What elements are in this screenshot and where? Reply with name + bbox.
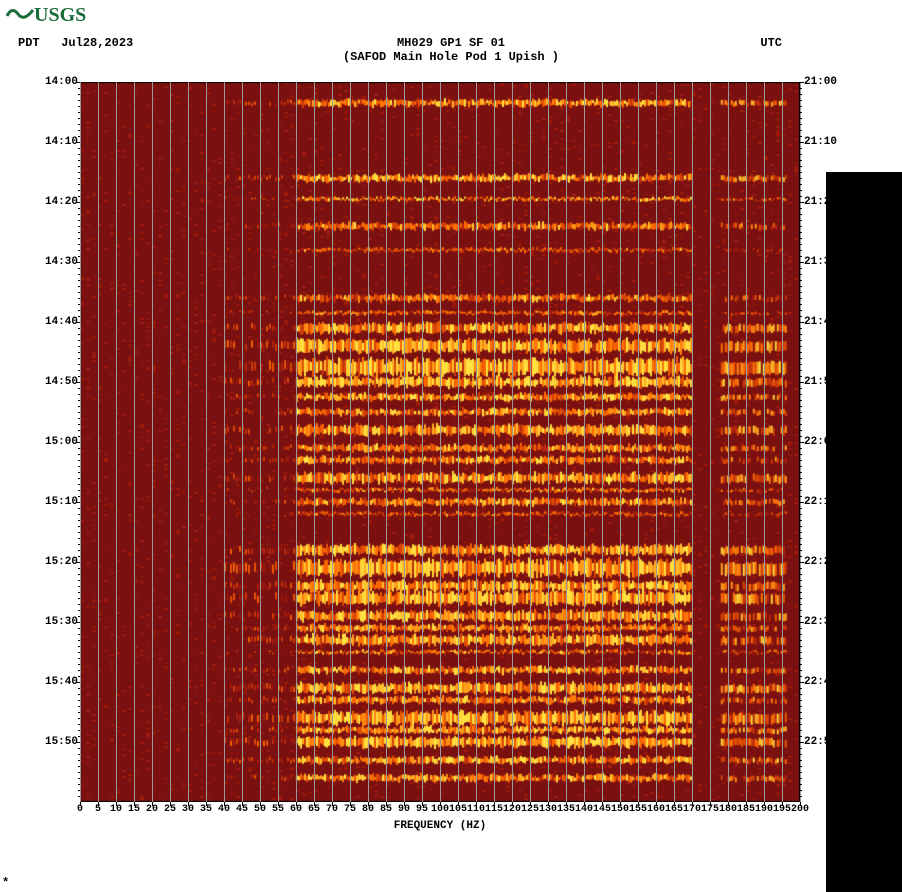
- y-left-tick-label: 15:30: [45, 616, 78, 628]
- x-axis-title: FREQUENCY (HZ): [80, 820, 800, 832]
- y-left-tick-label: 15:50: [45, 736, 78, 748]
- tz-right: UTC: [760, 36, 782, 50]
- usgs-logo-text: USGS: [34, 4, 86, 26]
- x-axis-labels: 0510152025303540455055606570758085909510…: [80, 804, 800, 820]
- y-left-tick-label: 14:00: [45, 76, 78, 88]
- spectrogram-plot: 14:0014:1014:2014:3014:4014:5015:0015:10…: [80, 82, 800, 802]
- y-left-tick-label: 14:20: [45, 196, 78, 208]
- title-line-1: MH029 GP1 SF 01: [343, 36, 559, 50]
- y-left-tick-label: 14:10: [45, 136, 78, 148]
- y-left-tick-label: 14:50: [45, 376, 78, 388]
- header-row: PDT Jul28,2023 MH029 GP1 SF 01 (SAFOD Ma…: [0, 36, 902, 64]
- title-line-2: (SAFOD Main Hole Pod 1 Upish ): [343, 50, 559, 64]
- y-right-tick-label: 21:10: [804, 136, 837, 148]
- header-left: PDT Jul28,2023: [18, 36, 133, 50]
- header-date: Jul28,2023: [61, 36, 133, 50]
- y-right-tick-label: 21:00: [804, 76, 837, 88]
- y-left-tick-label: 15:10: [45, 496, 78, 508]
- header-center: MH029 GP1 SF 01 (SAFOD Main Hole Pod 1 U…: [343, 36, 559, 64]
- colorbar: [826, 172, 902, 892]
- y-left-tick-label: 14:40: [45, 316, 78, 328]
- usgs-wave-icon: [6, 4, 34, 28]
- y-left-tick-label: 15:40: [45, 676, 78, 688]
- y-axis-left-labels: 14:0014:1014:2014:3014:4014:5015:0015:10…: [40, 82, 78, 802]
- footer-asterisk: *: [2, 876, 9, 890]
- y-left-tick-label: 15:00: [45, 436, 78, 448]
- usgs-logo: USGS: [0, 0, 902, 32]
- y-left-tick-label: 15:20: [45, 556, 78, 568]
- y-left-tick-label: 14:30: [45, 256, 78, 268]
- tz-left: PDT: [18, 36, 40, 50]
